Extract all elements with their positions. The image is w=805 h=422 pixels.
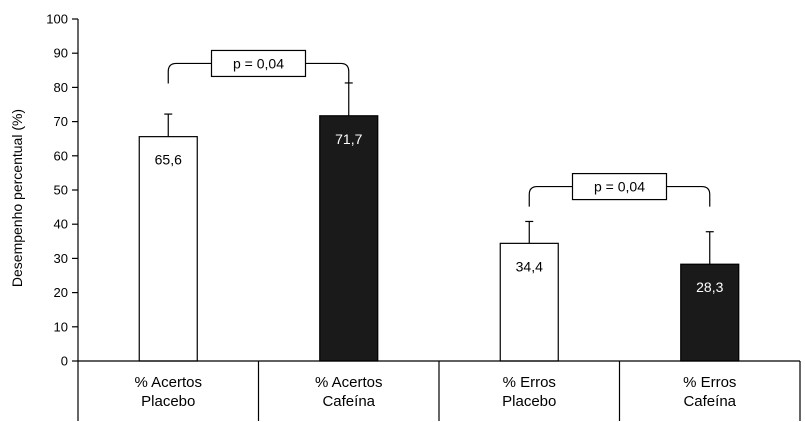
y-tick-label: 60	[54, 148, 68, 163]
y-tick-label: 80	[54, 80, 68, 95]
y-tick-label: 70	[54, 114, 68, 129]
y-tick-label: 10	[54, 319, 68, 334]
p-value-label: p = 0,04	[233, 55, 284, 71]
x-tick-label: % Acertos Cafeína	[315, 374, 383, 410]
bar-value-label: 28,3	[696, 279, 723, 295]
bar-value-label: 65,6	[155, 152, 182, 168]
y-tick-label: 30	[54, 251, 68, 266]
x-tick-label: % Erros Cafeína	[683, 374, 737, 410]
significance-bracket	[666, 185, 711, 207]
y-axis-title: Desempenho percentual (%)	[9, 109, 25, 287]
bar	[319, 115, 379, 362]
p-value-box	[571, 172, 668, 201]
bar-value-label: 34,4	[516, 258, 543, 274]
x-tick-label: % Erros Placebo	[502, 374, 556, 410]
x-tick-label: % Acertos Placebo	[134, 374, 202, 410]
bar	[499, 242, 559, 362]
bar	[138, 136, 198, 362]
p-value-label: p = 0,04	[594, 179, 645, 195]
y-tick-label: 100	[46, 12, 68, 27]
y-tick-label: 90	[54, 46, 68, 61]
y-tick-label: 20	[54, 285, 68, 300]
y-tick-label: 40	[54, 217, 68, 232]
bar	[680, 263, 740, 362]
y-tick-label: 50	[54, 183, 68, 198]
p-value-box	[210, 49, 307, 78]
y-tick-label: 0	[61, 354, 68, 369]
significance-bracket	[167, 62, 212, 84]
significance-bracket	[528, 185, 573, 207]
significance-bracket	[305, 62, 350, 84]
bar-value-label: 71,7	[335, 131, 362, 147]
